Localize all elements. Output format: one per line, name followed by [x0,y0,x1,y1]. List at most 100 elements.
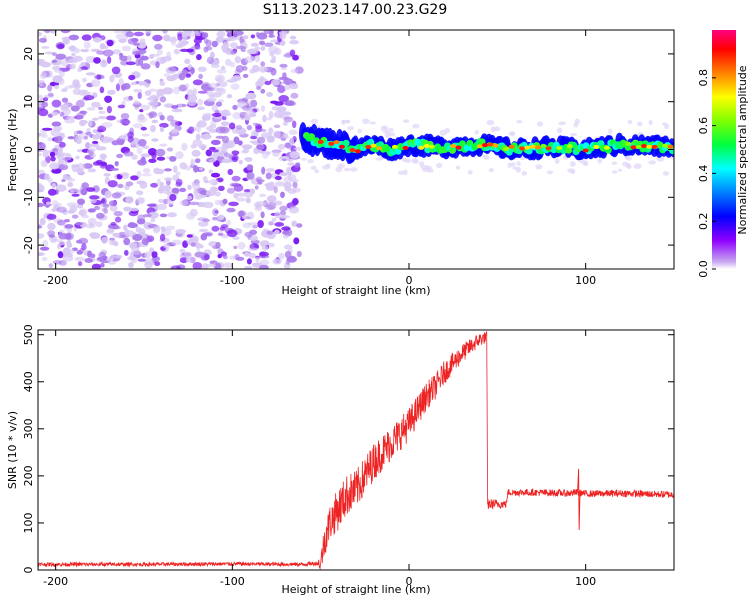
noise-speckle [210,172,221,178]
noise-speckle [156,178,162,187]
noise-speckle [175,229,186,234]
noise-speckle [141,173,152,177]
noise-speckle [617,168,623,172]
noise-speckle [220,224,229,229]
noise-speckle [145,261,155,266]
noise-speckle [131,250,142,255]
noise-speckle [235,125,243,130]
noise-speckle [41,256,48,262]
noise-speckle [75,239,83,244]
noise-speckle [283,78,294,86]
noise-speckle [145,32,151,37]
x-tick-label: 0 [406,274,413,287]
signal-peak [582,148,589,153]
noise-speckle [71,52,76,57]
noise-speckle [61,179,66,183]
noise-speckle [76,130,83,134]
noise-speckle [420,165,428,170]
noise-speckle [246,171,255,180]
noise-speckle [226,187,235,194]
noise-speckle [96,50,105,55]
noise-speckle [181,30,192,37]
signal-peak [487,142,494,147]
noise-speckle [242,66,248,71]
noise-speckle [104,95,113,104]
noise-speckle [435,162,443,169]
noise-speckle [82,77,87,83]
noise-speckle [90,148,96,152]
noise-speckle [38,132,42,137]
noise-speckle [91,134,101,140]
noise-speckle [148,88,158,92]
noise-speckle [582,162,587,166]
noise-speckle [131,154,138,160]
noise-speckle [515,166,521,173]
x-tick-label: 0 [406,575,413,588]
noise-speckle [95,221,103,228]
noise-speckle [41,101,49,108]
noise-speckle [40,160,48,168]
noise-speckle [292,181,298,189]
noise-speckle [488,167,494,173]
noise-speckle [222,254,228,260]
signal-peak [365,145,372,149]
noise-speckle [278,252,285,260]
noise-speckle [482,154,490,161]
noise-speckle [190,242,196,247]
noise-speckle [162,87,174,95]
noise-speckle [296,250,302,258]
noise-speckle [200,133,212,140]
noise-speckle [221,44,229,52]
noise-speckle [266,185,275,192]
noise-speckle [455,165,461,170]
noise-speckle [109,204,118,212]
noise-speckle [115,33,125,40]
noise-speckle [96,129,104,133]
noise-speckle [68,34,80,41]
noise-speckle [255,256,260,263]
snr-plot-area [38,331,674,570]
noise-speckle [611,161,618,165]
noise-speckle [637,121,643,127]
noise-speckle [248,252,256,259]
noise-speckle [216,76,223,83]
noise-speckle [256,86,262,90]
noise-speckle [227,168,234,176]
noise-speckle [123,206,132,212]
signal-peak [370,143,377,148]
noise-speckle [347,126,355,131]
noise-speckle [45,201,51,205]
noise-speckle [57,43,65,49]
noise-speckle [60,59,69,67]
noise-speckle [383,130,391,134]
y-tick-label: 500 [22,324,35,345]
noise-speckle [137,258,147,262]
noise-speckle [597,158,603,164]
noise-speckle [238,159,243,165]
noise-speckle [38,202,44,208]
noise-speckle [132,234,143,241]
colorbar-tick-label: 0.4 [697,165,710,183]
noise-speckle [221,146,228,154]
figure-title: S113.2023.147.00.23.G29 [263,2,448,18]
snr-axes: -200 -100 0 100 0 100 200 300 400 500 [22,324,674,588]
noise-speckle [75,155,80,160]
noise-speckle [611,170,618,174]
noise-speckle [275,181,285,187]
noise-speckle [521,170,527,176]
noise-speckle [137,92,142,99]
noise-speckle [111,192,122,199]
noise-speckle [162,30,168,34]
noise-speckle [197,90,208,94]
noise-speckle [269,30,274,38]
noise-speckle [265,151,271,155]
noise-speckle [136,170,142,179]
noise-speckle [220,121,230,126]
noise-speckle [159,233,166,242]
noise-speckle [83,41,91,49]
noise-speckle [648,119,653,125]
noise-speckle [171,105,179,109]
noise-speckle [60,30,71,34]
noise-speckle [350,167,358,172]
noise-speckle [232,236,240,240]
